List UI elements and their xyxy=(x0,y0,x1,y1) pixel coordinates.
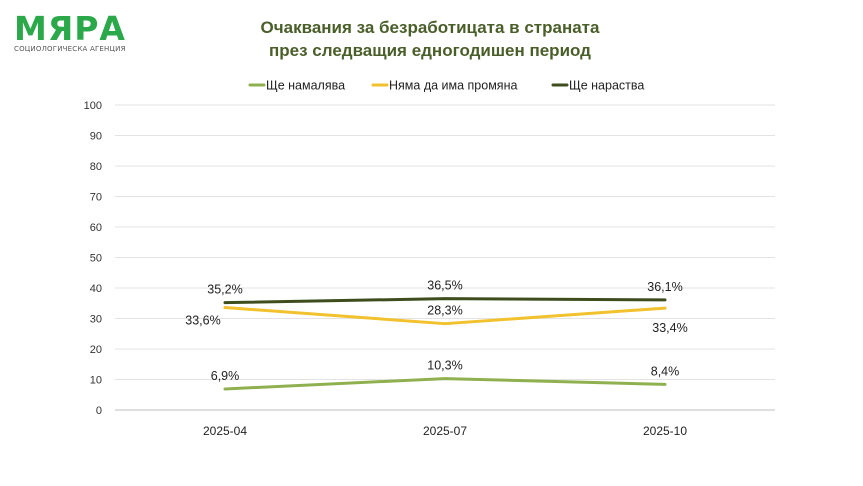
y-tick-label: 80 xyxy=(90,161,102,173)
data-label: 33,4% xyxy=(652,321,687,335)
data-label: 33,6% xyxy=(185,314,220,328)
x-tick-label: 2025-04 xyxy=(203,424,247,438)
chart-legend: Ще намалява Няма да има промяна Ще нараств… xyxy=(248,79,644,93)
data-label: 35,2% xyxy=(207,283,242,297)
y-tick-label: 90 xyxy=(90,131,102,143)
y-tick-label: 50 xyxy=(90,253,102,265)
logo-subtitle: СОЦИОЛОГИЧЕСКА АГЕНЦИЯ xyxy=(14,45,126,53)
logo-wordmark: МЯРА xyxy=(14,9,126,48)
x-tick-label: 2025-07 xyxy=(423,424,467,438)
y-tick-label: 30 xyxy=(90,314,102,326)
chart-title-line-1: Очаквания за безработицата в страната xyxy=(260,18,600,37)
data-labels: 6,9% 10,3% 8,4% 33,6% 28,3% 33,4% 35,2% 36,5% 36… xyxy=(185,279,687,383)
x-tick-label: 2025-10 xyxy=(643,424,687,438)
data-label: 10,3% xyxy=(427,359,462,373)
y-tick-label: 20 xyxy=(90,344,102,356)
chart-title-line-2: през следващия едногодишен период xyxy=(269,41,591,60)
y-tick-label: 40 xyxy=(90,283,102,295)
y-tick-label: 70 xyxy=(90,192,102,204)
series-line xyxy=(223,297,667,305)
y-tick-label: 10 xyxy=(90,375,102,387)
x-axis: 2025-04 2025-07 2025-10 xyxy=(203,424,687,438)
series-line xyxy=(223,377,667,391)
y-tick-label: 60 xyxy=(90,222,102,234)
y-tick-label: 0 xyxy=(96,405,102,417)
data-label: 8,4% xyxy=(651,364,680,378)
data-label: 36,1% xyxy=(647,280,682,294)
legend-label: Няма да има промяна xyxy=(389,79,517,93)
data-label: 6,9% xyxy=(211,369,240,383)
data-label: 36,5% xyxy=(427,279,462,293)
y-tick-label: 100 xyxy=(84,100,102,112)
logo: МЯРА СОЦИОЛОГИЧЕСКА АГЕНЦИЯ xyxy=(14,9,134,54)
series-line xyxy=(223,306,667,326)
legend-label: Ще намалява xyxy=(266,79,345,93)
legend-label: Ще нараства xyxy=(569,79,644,93)
chart-series xyxy=(223,297,667,391)
y-axis: 0 10 20 30 40 50 60 70 80 90 100 xyxy=(84,100,102,417)
data-label: 28,3% xyxy=(427,304,462,318)
chart-title: Очаквания за безработицата в страната пр… xyxy=(200,16,660,62)
